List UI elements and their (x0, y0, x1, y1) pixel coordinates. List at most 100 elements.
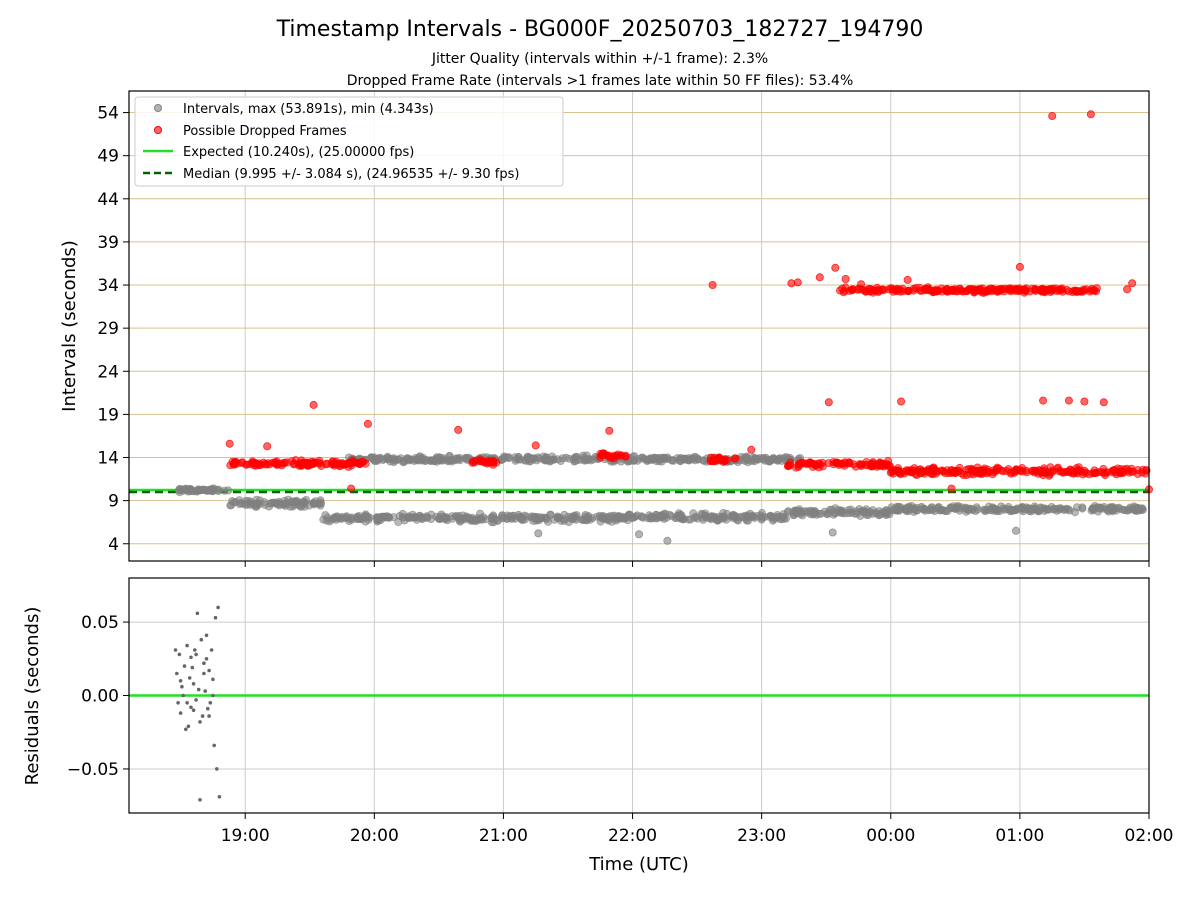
interval-point (740, 453, 749, 462)
residual-point (202, 671, 206, 676)
interval-point (373, 517, 382, 526)
x-tick-label: 20:00 (350, 826, 399, 846)
dropped-frame-point (280, 458, 289, 467)
x-axis-label: Time (UTC) (588, 854, 689, 875)
dropped-frame-point (264, 459, 273, 468)
dropped-frame-point (1040, 286, 1049, 295)
interval-point (455, 514, 464, 523)
residual-point (185, 643, 189, 648)
bottom-y-tick-label: 0.05 (81, 613, 119, 633)
dropped-frame-point (1080, 397, 1089, 406)
dropped-frame-point (1073, 469, 1082, 478)
interval-point (175, 484, 184, 493)
dropped-frame-point (857, 280, 866, 289)
top-y-tick-label: 44 (97, 190, 119, 210)
dropped-frame-point (947, 484, 956, 493)
interval-point (488, 514, 497, 523)
interval-point (502, 514, 511, 523)
interval-point (779, 454, 788, 463)
x-tick-label: 21:00 (479, 826, 528, 846)
dropped-frame-point (596, 449, 605, 458)
interval-point (434, 455, 443, 464)
residual-point (198, 720, 202, 724)
dropped-frame-point (1066, 465, 1075, 474)
dropped-frame-point (226, 461, 235, 470)
dropped-frame-point (347, 484, 356, 493)
top-plot-frame (128, 90, 1150, 562)
interval-point (934, 503, 943, 512)
interval-point (1022, 503, 1031, 512)
residual-point (206, 706, 210, 711)
legend-label-median: Median (9.995 +/- 3.084 s), (24.96535 +/… (183, 167, 519, 182)
bottom-y-tick-label: −0.05 (67, 760, 119, 780)
interval-point (389, 454, 398, 463)
interval-point (994, 506, 1003, 515)
interval-point (406, 455, 415, 464)
top-y-tick-label: 29 (97, 319, 119, 339)
dropped-frame-point (902, 466, 911, 475)
dropped-frame-point (1064, 396, 1073, 405)
interval-point (844, 506, 853, 515)
dropped-frame-point (1048, 286, 1057, 295)
interval-point (395, 512, 404, 521)
interval-point (454, 455, 463, 464)
top-y-tick-label: 4 (108, 535, 119, 555)
interval-point (1106, 505, 1115, 514)
residual-point (211, 677, 215, 682)
interval-point (441, 513, 450, 522)
dropped-frame-point (1006, 284, 1015, 293)
residual-point (203, 689, 207, 693)
dropped-frame-point (1054, 463, 1063, 472)
interval-point (1042, 505, 1051, 514)
interval-point (558, 454, 567, 463)
residual-point (198, 798, 202, 802)
residual-point (178, 711, 183, 715)
top-data-points (174, 110, 1154, 545)
interval-point (588, 514, 597, 523)
legend-label-dropped: Possible Dropped Frames (183, 124, 347, 139)
interval-point (674, 511, 683, 520)
legend-label-intervals: Intervals, max (53.891s), min (4.343s) (183, 102, 434, 117)
dropped-frame-point (1099, 398, 1108, 407)
dropped-frame-point (795, 459, 804, 468)
residual-point (180, 684, 184, 689)
interval-point (353, 512, 362, 521)
interval-point (1088, 504, 1097, 513)
dropped-frame-point (897, 397, 906, 406)
dropped-frame-point (1040, 466, 1049, 475)
top-y-tick-label: 24 (97, 362, 119, 382)
dropped-frame-point (251, 461, 260, 470)
interval-point (260, 498, 269, 507)
residual-point (211, 693, 215, 698)
x-tick-label: 22:00 (608, 826, 657, 846)
residual-point (212, 743, 216, 748)
residual-point (187, 676, 192, 680)
residual-point (190, 665, 195, 670)
dropped-frame-point (1079, 285, 1088, 294)
dropped-frame-point (1119, 468, 1128, 477)
dropped-frame-point (1092, 287, 1101, 296)
interval-point (746, 509, 755, 518)
interval-point (1055, 505, 1064, 514)
residual-point (176, 701, 180, 705)
dropped-frame-point (1071, 287, 1080, 296)
dropped-frame-point (814, 463, 823, 472)
interval-point (361, 513, 370, 522)
interval-point (760, 454, 769, 463)
interval-point (658, 454, 667, 463)
x-tick-label: 01:00 (995, 826, 1044, 846)
interval-point (514, 452, 523, 461)
dropped-frame-point (603, 451, 612, 460)
interval-point (384, 513, 393, 522)
dropped-frame-point (939, 467, 948, 476)
residual-point (215, 767, 219, 771)
x-tick-label: 23:00 (737, 826, 786, 846)
interval-point (900, 505, 909, 514)
dropped-frame-point (887, 467, 896, 476)
interval-point (827, 505, 836, 514)
dropped-frame-point (314, 458, 323, 467)
dropped-frame-point (793, 278, 802, 287)
top-y-tick-label: 54 (97, 104, 119, 124)
dropped-frame-point (824, 398, 833, 407)
dropped-frame-point (1101, 471, 1110, 480)
